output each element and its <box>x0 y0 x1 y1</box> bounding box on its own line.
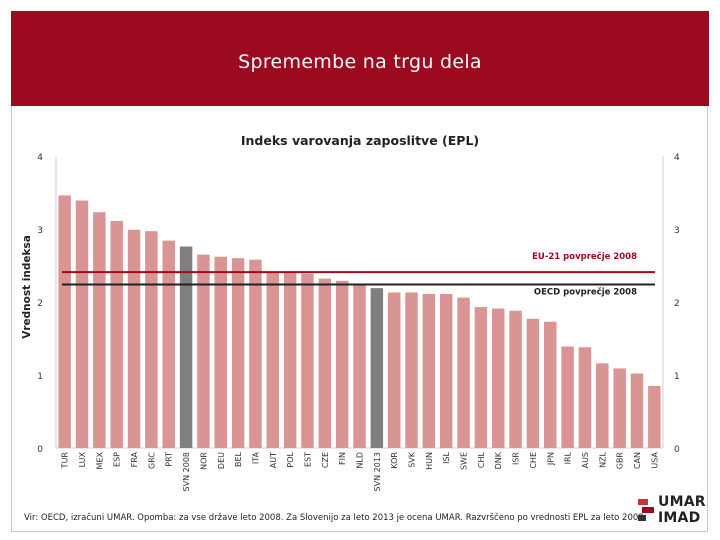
chart-frame <box>11 106 708 532</box>
reference-label-background <box>530 285 640 298</box>
bar-hun <box>422 293 436 448</box>
bar-fra <box>127 229 141 448</box>
bar-cze <box>318 278 332 448</box>
x-tick-label: DNK <box>494 451 503 469</box>
reference-label-eu21: EU-21 povprečje 2008 <box>532 251 637 262</box>
logo-text-imad: IMAD <box>658 510 701 526</box>
y-tick-label-left: 0 <box>37 445 43 455</box>
x-tick-label: GRC <box>147 452 156 469</box>
y-tick-label-left: 1 <box>37 372 43 382</box>
bar-grc <box>145 231 158 448</box>
x-tick-label: CAN <box>633 452 642 469</box>
bar-mex <box>93 212 106 448</box>
bar-prt <box>162 240 175 448</box>
x-tick-label: FIN <box>338 452 347 465</box>
x-tick-label: FRA <box>130 451 139 467</box>
bar-swe <box>457 297 470 448</box>
x-tick-label: ITA <box>251 451 260 464</box>
bar-nld <box>353 285 366 448</box>
chart-title: Indeks varovanja zaposlitve (EPL) <box>241 133 479 148</box>
bar-kor <box>387 292 401 448</box>
bar-lux <box>75 200 89 448</box>
bar-gbr <box>613 368 626 448</box>
bar-usa <box>648 385 661 448</box>
x-tick-label: JPN <box>546 452 555 466</box>
bar-can <box>630 373 644 448</box>
x-tick-label: LUX <box>78 451 87 467</box>
x-tick-label: KOR <box>390 452 399 469</box>
y-tick-label-left: 3 <box>37 226 43 236</box>
y-tick-label-right: 4 <box>674 153 680 163</box>
bar-svk <box>405 292 418 448</box>
x-tick-label: CHE <box>529 452 538 469</box>
x-tick-label: IRL <box>564 451 573 464</box>
x-tick-label: PRT <box>165 452 174 467</box>
x-tick-label: ISR <box>512 452 521 465</box>
bar-aus <box>578 347 592 448</box>
x-tick-label: SVN 2013 <box>373 452 382 491</box>
y-tick-label-right: 3 <box>674 226 680 236</box>
y-tick-label-left: 2 <box>37 299 43 309</box>
bar-tur <box>58 195 71 448</box>
x-tick-label: NOR <box>199 452 208 470</box>
x-tick-label: HUN <box>425 452 434 470</box>
y-tick-label-right: 2 <box>674 299 680 309</box>
bar-est <box>301 273 314 448</box>
x-tick-label: TUR <box>61 452 70 470</box>
slide-header: Spremembe na trgu dela <box>11 11 709 106</box>
bar-deu <box>214 256 228 448</box>
x-tick-label: AUS <box>581 452 590 468</box>
x-tick-label: ISL <box>442 451 451 463</box>
bar-esp <box>110 220 123 448</box>
bar-bel <box>231 258 245 448</box>
x-tick-label: USA <box>650 451 659 468</box>
slide-title: Spremembe na trgu dela <box>238 51 482 73</box>
x-tick-label: MEX <box>95 451 104 469</box>
x-tick-label: POL <box>286 451 295 467</box>
umar-logo: UMAR IMAD <box>636 493 706 529</box>
y-tick-label-left: 4 <box>37 153 43 163</box>
bar-isl <box>439 293 453 448</box>
x-tick-label: SWE <box>460 452 469 470</box>
y-tick-label-right: 0 <box>674 445 680 455</box>
bar-fin <box>335 280 349 448</box>
source-footnote: Vir: OECD, izračuni UMAR. Opomba: za vse… <box>24 513 647 523</box>
bar-nzl <box>596 363 609 448</box>
logo-text-umar: UMAR <box>658 494 706 510</box>
x-tick-label: CHL <box>477 451 486 468</box>
x-tick-label: ESP <box>113 452 122 467</box>
reference-label-oecd: OECD povprečje 2008 <box>534 286 637 297</box>
bar-chl <box>474 307 488 448</box>
y-axis-label: Vrednost indeksa <box>21 235 33 339</box>
umar-logo-icon <box>638 499 654 521</box>
x-tick-label: EST <box>303 452 312 467</box>
x-tick-label: BEL <box>234 451 243 467</box>
bar-nor <box>197 254 210 448</box>
reference-label-background <box>530 250 640 263</box>
bar-irl <box>561 346 574 448</box>
x-tick-label: NZL <box>598 451 607 467</box>
x-tick-label: CZE <box>321 452 330 468</box>
bar-aut <box>266 272 280 448</box>
x-tick-label: DEU <box>217 452 226 469</box>
bar-che <box>526 318 540 448</box>
x-tick-label: SVN 2008 <box>182 452 191 491</box>
x-tick-label: SVK <box>408 451 417 468</box>
bar-isr <box>509 310 522 448</box>
bar-svn-2013 <box>370 288 384 448</box>
x-tick-label: AUT <box>269 452 278 468</box>
bar-svn-2008 <box>179 246 193 448</box>
y-tick-label-right: 1 <box>674 372 680 382</box>
x-tick-label: NLD <box>356 452 365 469</box>
x-tick-label: GBR <box>616 452 625 470</box>
bar-ita <box>249 259 262 448</box>
bar-pol <box>283 272 297 448</box>
bar-dnk <box>491 308 505 448</box>
bar-jpn <box>544 321 557 448</box>
